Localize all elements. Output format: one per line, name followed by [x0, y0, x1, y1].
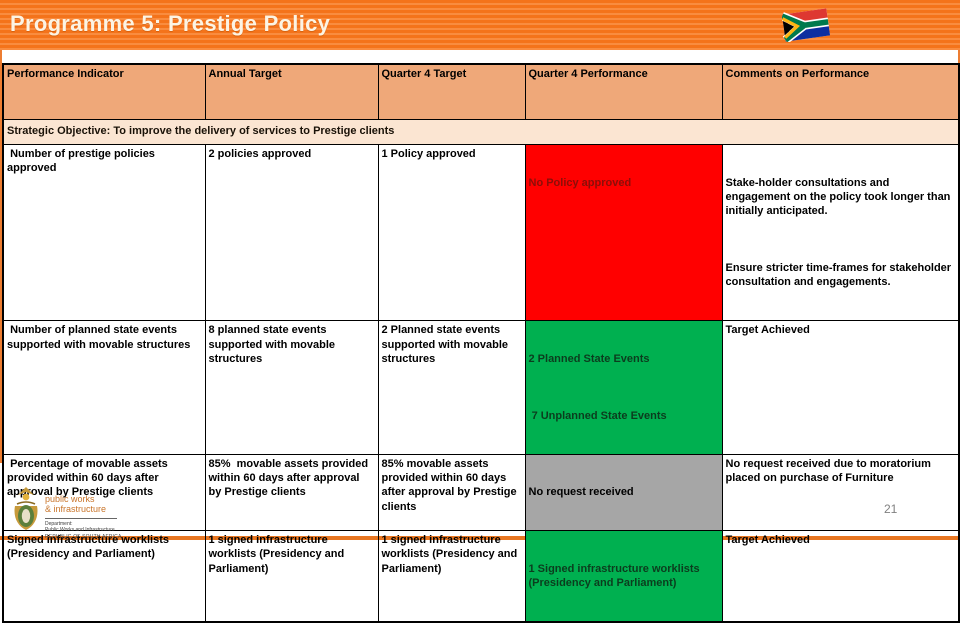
logo-name-line1: public works	[45, 494, 95, 504]
department-logo: public works & infrastructure Department…	[12, 486, 121, 540]
comments-cell: Target Achieved	[721, 320, 960, 455]
indicator-cell: Signed infrastructure worklists (Preside…	[2, 530, 206, 623]
table-row: Number of planned state events supported…	[2, 320, 960, 455]
q4-target-cell: 1 Policy approved	[377, 143, 526, 322]
indicator-cell: Number of prestige policies approved	[2, 143, 206, 322]
q4-performance-cell-green: 2 Planned State Events 7 Unplanned State…	[524, 320, 723, 455]
logo-divider	[45, 517, 117, 519]
strategic-objective-text: Strategic Objective: To improve the deli…	[2, 119, 960, 145]
q4-target-cell: 2 Planned state events supported with mo…	[377, 320, 526, 455]
performance-table: Performance Indicator Annual Target Quar…	[2, 63, 960, 623]
page-number: 21	[884, 502, 898, 516]
header-quarter4-performance: Quarter 4 Performance	[524, 63, 723, 120]
comment-paragraph: Ensure stricter time-frames for stakehol…	[725, 262, 955, 289]
title-banner: Programme 5: Prestige Policy	[0, 0, 960, 50]
table-row: Percentage of movable assets provided wi…	[2, 453, 960, 532]
q4-performance-text: 1 Signed infrastructure worklists (Presi…	[528, 562, 703, 590]
q4-performance-text: No request received	[528, 486, 634, 499]
comments-cell: Target Achieved	[721, 530, 960, 623]
q4-performance-text: 7 Unplanned State Events	[528, 409, 667, 422]
annual-target-cell: 1 signed infrastructure worklists (Presi…	[204, 530, 379, 623]
logo-dept-label: Department:	[45, 520, 73, 527]
logo-country: REPUBLIC OF SOUTH AFRICA	[45, 533, 122, 540]
annual-target-cell: 2 policies approved	[204, 143, 379, 322]
annual-target-cell: 85% movable assets provided within 60 da…	[204, 453, 379, 532]
slide-title: Programme 5: Prestige Policy	[10, 11, 331, 36]
south-africa-flag-icon	[782, 8, 830, 42]
q4-performance-text: 2 Planned State Events	[528, 352, 650, 365]
table-header-row: Performance Indicator Annual Target Quar…	[2, 63, 960, 120]
header-annual-target: Annual Target	[204, 63, 379, 120]
q4-target-cell: 1 signed infrastructure worklists (Presi…	[377, 530, 526, 623]
table-row: Signed infrastructure worklists (Preside…	[2, 530, 960, 623]
q4-performance-text: No Policy approved	[528, 176, 632, 189]
comment-paragraph: Stake-holder consultations and engagemen…	[725, 176, 954, 218]
q4-performance-cell-gray: No request received	[524, 453, 723, 532]
logo-dept-name: Public Works and Infrastructure	[45, 527, 115, 534]
south-africa-coat-of-arms-icon	[14, 487, 38, 530]
slide-border-left	[0, 0, 2, 463]
header-comments: Comments on Performance	[721, 63, 960, 120]
header-performance-indicator: Performance Indicator	[2, 63, 206, 120]
q4-target-cell: 85% movable assets provided within 60 da…	[377, 453, 526, 532]
indicator-cell: Number of planned state events supported…	[2, 320, 206, 455]
comments-cell: No request received due to moratorium pl…	[721, 453, 960, 532]
logo-text-block: public works & infrastructure Department…	[45, 486, 121, 540]
q4-performance-cell-green: 1 Signed infrastructure worklists (Presi…	[524, 530, 723, 623]
comments-cell: Stake-holder consultations and engagemen…	[721, 143, 960, 322]
logo-name-line2: & infrastructure	[45, 504, 107, 515]
q4-performance-cell-red: No Policy approved	[524, 143, 723, 322]
strategic-objective-row: Strategic Objective: To improve the deli…	[2, 119, 960, 145]
header-quarter4-target: Quarter 4 Target	[377, 63, 526, 120]
table-row: Number of prestige policies approved 2 p…	[2, 143, 960, 322]
annual-target-cell: 8 planned state events supported with mo…	[204, 320, 379, 455]
